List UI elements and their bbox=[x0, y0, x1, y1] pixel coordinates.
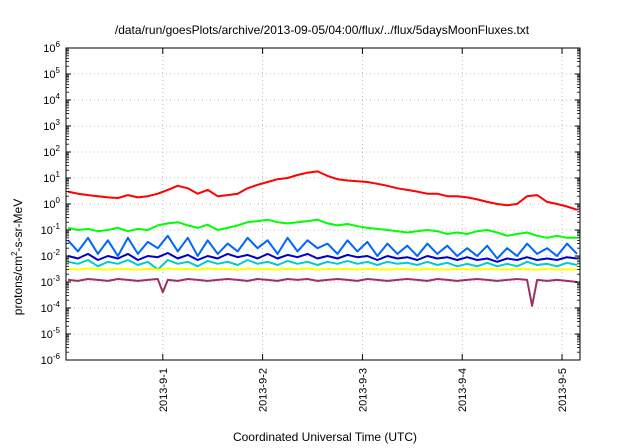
x-tick-label: 2013-9-2 bbox=[258, 368, 270, 412]
y-tick-label-base: 10 bbox=[43, 199, 55, 211]
y-tick-label: 105 bbox=[43, 66, 60, 81]
x-axis: 2013-9-1 2013-9-2 2013-9-3 2013-9-4 2013-9-5 bbox=[158, 48, 569, 412]
series-line-2 bbox=[67, 218, 577, 239]
x-axis-label: Coordinated Universal Time (UTC) bbox=[233, 430, 417, 444]
series-line-5 bbox=[67, 259, 578, 271]
y-tick-label-base: 10 bbox=[43, 147, 55, 159]
y-axis-label: protons/cm2-s-sr-MeV bbox=[10, 199, 25, 315]
series-line-4 bbox=[67, 252, 578, 263]
y-tick-label-base: 10 bbox=[43, 43, 55, 55]
y-tick-label-base: 10 bbox=[43, 173, 55, 185]
grid bbox=[66, 48, 580, 360]
y-tick-label: 10-6 bbox=[41, 352, 61, 367]
x-tick-label: 2013-9-3 bbox=[357, 368, 369, 412]
y-tick-label: 10-2 bbox=[41, 248, 61, 263]
y-tick-label-exp: -1 bbox=[53, 222, 61, 231]
y-tick-label-exp: -6 bbox=[53, 352, 61, 361]
y-tick-label-base: 10 bbox=[41, 303, 53, 315]
chart-title: /data/run/goesPlots/archive/2013-09-05/0… bbox=[115, 23, 530, 37]
y-tick-label-exp: 3 bbox=[56, 118, 61, 127]
y-tick-label-exp: -3 bbox=[53, 274, 61, 283]
y-tick-label-base: 10 bbox=[43, 121, 55, 133]
y-tick-label: 10-3 bbox=[41, 274, 61, 289]
y-tick-label-exp: 4 bbox=[56, 92, 61, 101]
y-tick-label: 100 bbox=[43, 196, 60, 211]
y-tick-label-exp: -5 bbox=[53, 326, 61, 335]
y-tick-label: 106 bbox=[43, 40, 60, 55]
x-tick-label: 2013-9-5 bbox=[557, 368, 569, 412]
y-tick-label-exp: -2 bbox=[53, 248, 61, 257]
y-tick-label: 104 bbox=[43, 92, 60, 107]
y-tick-label-exp: 0 bbox=[56, 196, 61, 205]
y-tick-label-base: 10 bbox=[43, 95, 55, 107]
series-group bbox=[67, 170, 578, 307]
y-tick-label-base: 10 bbox=[41, 225, 53, 237]
y-axis-label-sup: 2 bbox=[10, 251, 19, 256]
y-tick-label-exp: -4 bbox=[53, 300, 61, 309]
y-tick-label-exp: 5 bbox=[56, 66, 61, 75]
y-tick-label: 103 bbox=[43, 118, 60, 133]
x-tick-label: 2013-9-4 bbox=[457, 368, 469, 412]
series-line-3 bbox=[67, 234, 578, 260]
y-tick-label: 102 bbox=[43, 144, 60, 159]
x-tick-label: 2013-9-1 bbox=[158, 368, 170, 412]
y-tick-label-base: 10 bbox=[41, 277, 53, 289]
y-axis-label-base: protons/cm bbox=[11, 256, 25, 315]
y-tick-label-base: 10 bbox=[43, 69, 55, 81]
y-tick-label: 10-4 bbox=[41, 300, 61, 315]
y-tick-label-exp: 6 bbox=[56, 40, 61, 49]
series-line-6 bbox=[67, 267, 578, 271]
y-tick-label: 10-5 bbox=[41, 326, 61, 341]
y-tick-label-base: 10 bbox=[41, 251, 53, 263]
y-tick-label-exp: 1 bbox=[56, 170, 61, 179]
series-line-7 bbox=[67, 278, 578, 307]
y-tick-label-base: 10 bbox=[41, 329, 53, 341]
y-tick-label: 101 bbox=[43, 170, 60, 185]
y-axis-label-rest: -s-sr-MeV bbox=[11, 199, 25, 252]
y-axis: 10-610-510-410-310-210-11001011021031041… bbox=[41, 40, 580, 367]
series-line-1 bbox=[67, 170, 578, 211]
y-tick-label-exp: 2 bbox=[56, 144, 61, 153]
y-tick-label-base: 10 bbox=[41, 355, 53, 367]
y-tick-label: 10-1 bbox=[41, 222, 61, 237]
